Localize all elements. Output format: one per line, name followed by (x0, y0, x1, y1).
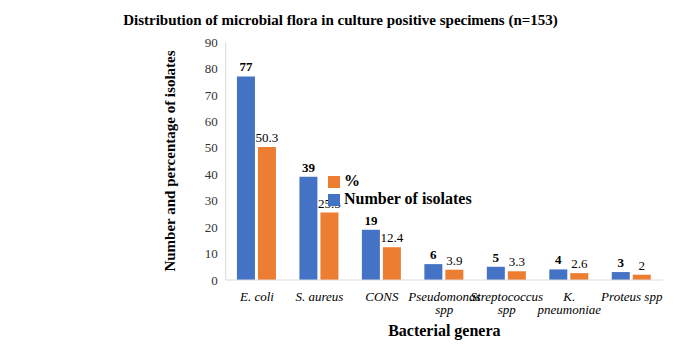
svg-text:Bacterial genera: Bacterial genera (388, 322, 500, 340)
svg-text:90: 90 (205, 35, 218, 50)
svg-text:Number and percentage of isola: Number and percentage of isolates (162, 50, 178, 271)
svg-text:12.4: 12.4 (381, 230, 404, 245)
svg-text:Pseudomonasspp: Pseudomonasspp (407, 289, 480, 317)
svg-text:3.3: 3.3 (509, 254, 525, 269)
svg-text:77: 77 (239, 59, 253, 74)
svg-text:80: 80 (205, 61, 218, 76)
svg-text:25.5: 25.5 (318, 196, 341, 211)
svg-text:S. aureus: S. aureus (295, 289, 343, 304)
svg-text:19: 19 (364, 213, 378, 228)
svg-text:30: 30 (205, 193, 218, 208)
svg-text:CONS: CONS (365, 289, 399, 304)
svg-text:40: 40 (205, 167, 218, 182)
svg-text:E. coli: E. coli (239, 289, 274, 304)
svg-text:39: 39 (302, 160, 316, 175)
html-text:Number of isolates: Number of isolates (344, 190, 472, 207)
svg-text:50.3: 50.3 (256, 130, 279, 145)
svg-text:Proteus spp: Proteus spp (600, 289, 663, 304)
svg-text:50: 50 (205, 140, 218, 155)
html-text:Distribution of microbial flor: Distribution of microbial flora in cultu… (123, 12, 558, 28)
svg-text:4: 4 (555, 252, 562, 267)
svg-text:3: 3 (618, 255, 625, 270)
svg-text:20: 20 (205, 220, 218, 235)
svg-text:5: 5 (493, 250, 500, 265)
svg-text:2: 2 (639, 258, 646, 273)
svg-text:Streptococcusspp: Streptococcusspp (471, 289, 543, 317)
svg-text:6: 6 (430, 247, 437, 262)
svg-text:0: 0 (211, 273, 218, 288)
svg-text:70: 70 (205, 88, 218, 103)
svg-text:3.9: 3.9 (446, 253, 462, 268)
svg-text:2.6: 2.6 (571, 256, 588, 271)
svg-text:10: 10 (205, 246, 218, 261)
svg-text:K.pneumoniae: K.pneumoniae (537, 289, 602, 317)
svg-text:60: 60 (205, 114, 218, 129)
